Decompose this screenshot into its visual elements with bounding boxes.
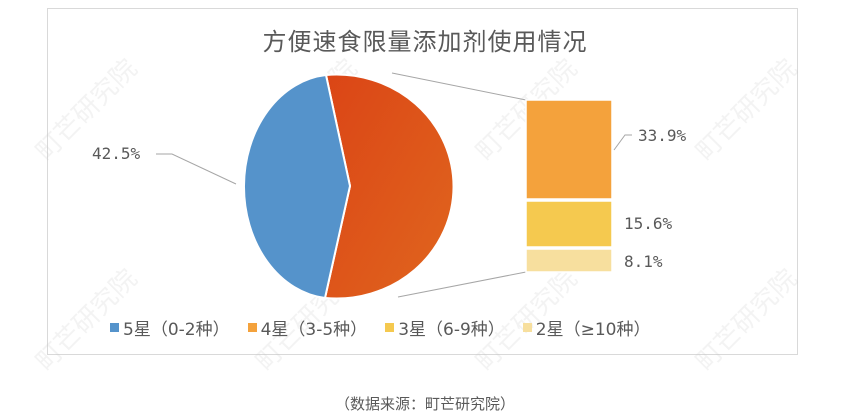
data-label-2-star: 8.1% bbox=[624, 252, 663, 271]
bar-segment-3-star[interactable] bbox=[525, 200, 613, 248]
legend-item-4-star[interactable]: 4星（3-5种） bbox=[247, 315, 368, 340]
legend-label: 4星（3-5种） bbox=[260, 320, 368, 340]
legend-label: 2星（≥10种） bbox=[535, 320, 651, 340]
pie-slice-5-star[interactable] bbox=[242, 73, 352, 300]
connector-line-bottom bbox=[397, 271, 527, 298]
data-label-4-star: 33.9% bbox=[638, 126, 687, 145]
legend-swatch-icon bbox=[247, 323, 257, 332]
bar-segment-4-star[interactable] bbox=[525, 99, 613, 200]
chart-legend: 5星（0-2种） 4星（3-5种） 3星（6-9种） 2星（≥10种） bbox=[110, 315, 650, 340]
legend-label: 5星（0-2种） bbox=[123, 320, 230, 340]
pie-slice-other[interactable] bbox=[323, 73, 455, 300]
chart-title: 方便速食限量添加剂使用情况 bbox=[262, 28, 588, 56]
connector-line-top bbox=[391, 72, 527, 101]
data-label-3-star: 15.6% bbox=[624, 214, 673, 233]
legend-label: 3星（6-9种） bbox=[398, 320, 505, 340]
data-label-5-star: 42.5% bbox=[92, 144, 141, 163]
legend-item-2-star[interactable]: 2星（≥10种） bbox=[522, 315, 651, 340]
bar-segment-2-star[interactable] bbox=[525, 248, 613, 273]
legend-swatch-icon bbox=[522, 323, 532, 332]
pie-chart bbox=[242, 73, 455, 300]
stacked-bar bbox=[525, 99, 613, 273]
leader-line-5-star bbox=[156, 153, 237, 185]
legend-swatch-icon bbox=[110, 323, 119, 332]
legend-swatch-icon bbox=[385, 323, 395, 332]
data-source-caption: （数据来源：町芒研究院） bbox=[334, 395, 515, 413]
legend-item-3-star[interactable]: 3星（6-9种） bbox=[385, 315, 505, 340]
leader-line-4-star bbox=[613, 134, 632, 151]
legend-item-5-star[interactable]: 5星（0-2种） bbox=[110, 315, 230, 340]
